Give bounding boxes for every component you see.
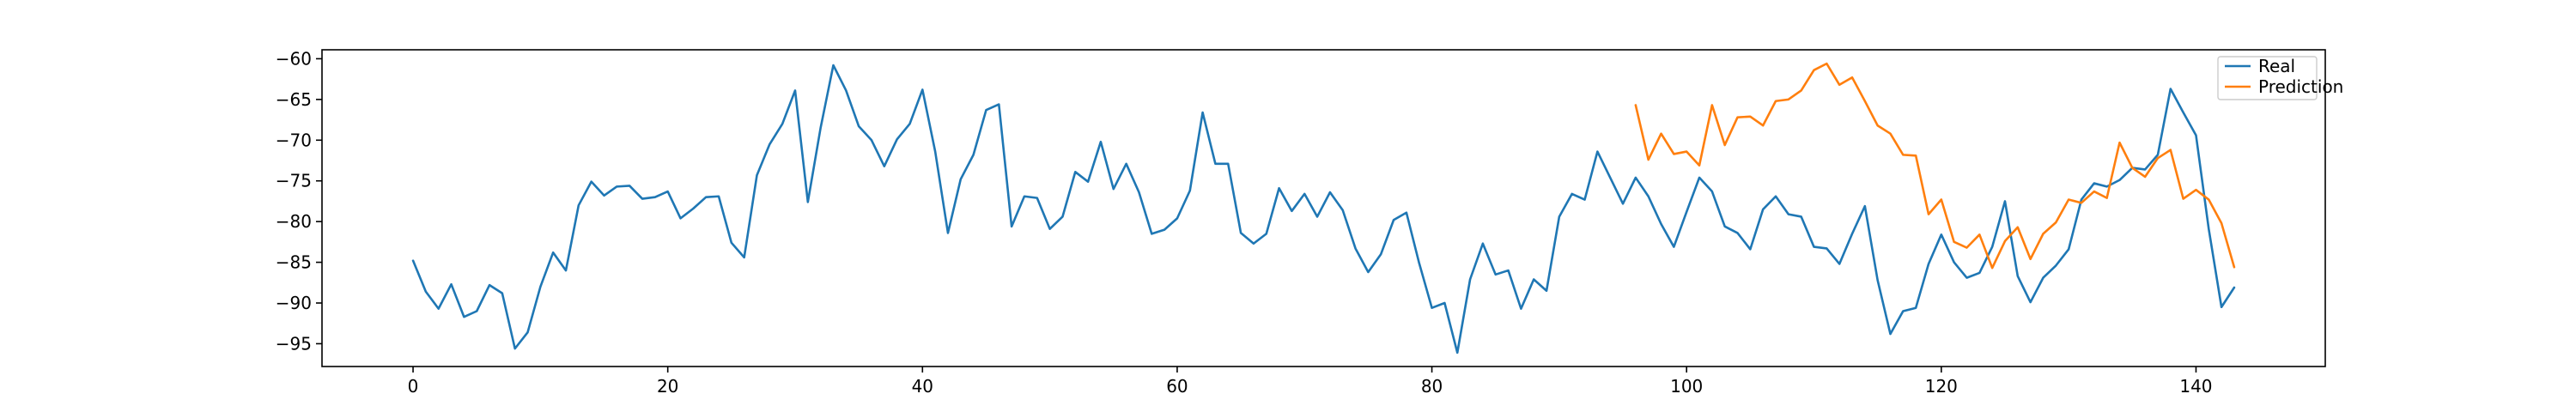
y-tick-label: −85	[276, 252, 312, 273]
legend-box	[2217, 56, 2318, 100]
x-tick-label: 0	[408, 376, 419, 397]
x-tick-label: 80	[1421, 376, 1443, 397]
y-tick-label: −95	[276, 333, 312, 354]
y-tick-label: −65	[276, 89, 312, 110]
series-line-prediction	[1634, 62, 2236, 270]
x-tick-label: 120	[1925, 376, 1958, 397]
series-line-real	[411, 64, 2236, 354]
legend-label-real: Real	[2258, 56, 2295, 76]
x-tick-label: 40	[912, 376, 933, 397]
plot-frame	[321, 49, 2326, 367]
y-tick-label: −90	[276, 293, 312, 313]
y-tick-label: −80	[276, 211, 312, 232]
y-tick-label: −70	[276, 130, 312, 150]
x-tick-label: 60	[1166, 376, 1188, 397]
legend-label-prediction: Prediction	[2258, 76, 2343, 97]
y-tick-label: −75	[276, 171, 312, 191]
y-tick-label: −60	[276, 48, 312, 69]
x-tick-label: 100	[1670, 376, 1703, 397]
x-tick-label: 140	[2179, 376, 2212, 397]
legend: Real Prediction	[2217, 56, 2343, 100]
x-tick-label: 20	[657, 376, 678, 397]
